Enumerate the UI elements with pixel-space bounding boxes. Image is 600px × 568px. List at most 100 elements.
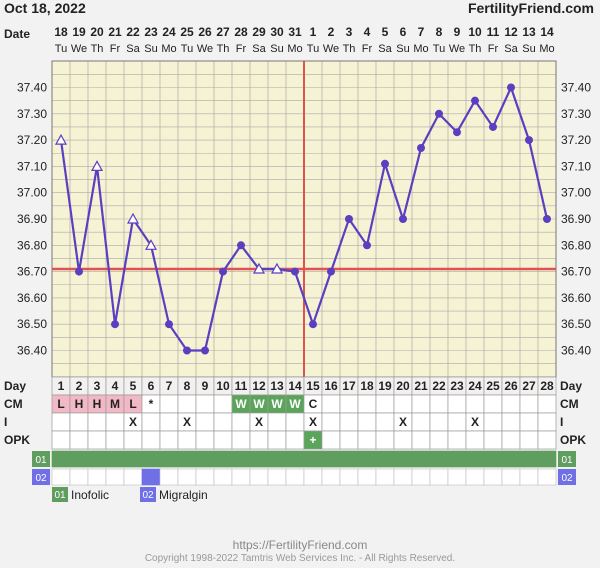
y-tick-label-right: 36.90 xyxy=(561,212,591,226)
legend-swatch xyxy=(52,487,68,502)
opk-cell xyxy=(519,430,539,450)
med-cell xyxy=(393,450,413,468)
weekday-label: We xyxy=(449,43,465,55)
opk-cell xyxy=(357,430,377,450)
med-cell xyxy=(87,468,107,486)
date-label: 3 xyxy=(346,25,353,39)
site-name: FertilityFriend.com xyxy=(467,0,594,16)
opk-cell xyxy=(465,430,485,450)
cm-value: H xyxy=(75,397,84,411)
med-cell xyxy=(483,468,503,486)
bbt-chart: 37.40 37.40 37.30 37.30 37.20 37.20 37.10 37.10… xyxy=(4,25,591,502)
cm-value: L xyxy=(57,397,64,411)
footer-copyright: Copyright 1998-2022 Tamtris Web Services… xyxy=(144,553,456,564)
date-label: 7 xyxy=(418,25,425,39)
med-cell xyxy=(249,468,269,486)
med-cell xyxy=(303,468,323,486)
date-label: 25 xyxy=(180,25,194,39)
temp-point xyxy=(201,346,209,355)
med-cell xyxy=(357,450,377,468)
day-value: 22 xyxy=(432,379,446,393)
i-value: X xyxy=(255,415,263,429)
temp-point xyxy=(111,320,119,329)
date-row-label: Date xyxy=(4,27,30,41)
cm-cell xyxy=(537,394,557,414)
med-code-right: 02 xyxy=(561,473,573,484)
date-label: 18 xyxy=(54,25,68,39)
date-label: 22 xyxy=(126,25,140,39)
med-cell xyxy=(249,450,269,468)
cm-cell xyxy=(357,394,377,414)
cm-value: * xyxy=(149,397,154,411)
i-cell xyxy=(519,412,539,432)
opk-cell xyxy=(195,430,215,450)
i-value: X xyxy=(471,415,479,429)
date-label: 27 xyxy=(216,25,230,39)
opk-cell xyxy=(177,430,197,450)
med-cell xyxy=(519,450,539,468)
y-tick-label-right: 36.50 xyxy=(561,317,591,331)
med-cell xyxy=(141,450,161,468)
date-label: 24 xyxy=(162,25,176,39)
weekday-label: Sa xyxy=(378,43,392,55)
cm-value: C xyxy=(309,397,318,411)
med-cell xyxy=(69,468,89,486)
legend-label: Migralgin xyxy=(159,488,208,502)
med-cell xyxy=(375,450,395,468)
date-label: 31 xyxy=(288,25,302,39)
med-cell xyxy=(429,450,449,468)
weekday-label: Sa xyxy=(504,43,518,55)
weekday-label: Su xyxy=(396,43,409,55)
med-cell xyxy=(87,450,107,468)
day-value: 13 xyxy=(270,379,284,393)
med-cell xyxy=(447,468,467,486)
med-cell xyxy=(141,468,161,486)
i-cell xyxy=(285,412,305,432)
day-value: 27 xyxy=(522,379,536,393)
opk-cell xyxy=(141,430,161,450)
date-label: 6 xyxy=(400,25,407,39)
opk-cell xyxy=(159,430,179,450)
med-cell xyxy=(501,450,521,468)
footer-url[interactable]: https://FertilityFriend.com xyxy=(232,538,368,552)
i-cell xyxy=(429,412,449,432)
cm-cell xyxy=(465,394,485,414)
y-tick-label-left: 37.00 xyxy=(17,186,47,200)
med-cell xyxy=(501,468,521,486)
y-tick-label-right: 36.60 xyxy=(561,291,591,305)
i-cell xyxy=(51,412,71,432)
day-value: 10 xyxy=(216,379,230,393)
med-cell xyxy=(465,468,485,486)
med-cell xyxy=(303,450,323,468)
med-cell xyxy=(357,468,377,486)
med-cell xyxy=(159,468,179,486)
cm-cell xyxy=(411,394,431,414)
med-cell xyxy=(69,450,89,468)
temperature-line xyxy=(59,84,549,352)
legend-code: 02 xyxy=(142,490,154,501)
opk-cell xyxy=(267,430,287,450)
weekday-label: Tu xyxy=(55,43,67,55)
date-label: 29 xyxy=(252,25,266,39)
temp-point-open xyxy=(126,212,140,224)
date-label: 19 xyxy=(72,25,86,39)
cm-cell xyxy=(177,394,197,414)
opk-cell xyxy=(501,430,521,450)
temp-point xyxy=(219,267,227,276)
cm-value: L xyxy=(129,397,136,411)
opk-row-label: OPK xyxy=(4,433,30,447)
day-value: 25 xyxy=(486,379,500,393)
med-cell xyxy=(339,450,359,468)
weekday-label: We xyxy=(71,43,87,55)
opk-cell xyxy=(447,430,467,450)
med-cell xyxy=(429,468,449,486)
y-tick-label-left: 36.80 xyxy=(17,238,47,252)
date-label: 11 xyxy=(487,25,500,39)
y-tick-label-left: 37.30 xyxy=(17,107,47,121)
day-value: 15 xyxy=(306,379,320,393)
opk-cell xyxy=(321,430,341,450)
i-cell xyxy=(537,412,557,432)
cm-value: H xyxy=(93,397,102,411)
temp-point xyxy=(291,267,299,276)
cm-cell xyxy=(429,394,449,414)
